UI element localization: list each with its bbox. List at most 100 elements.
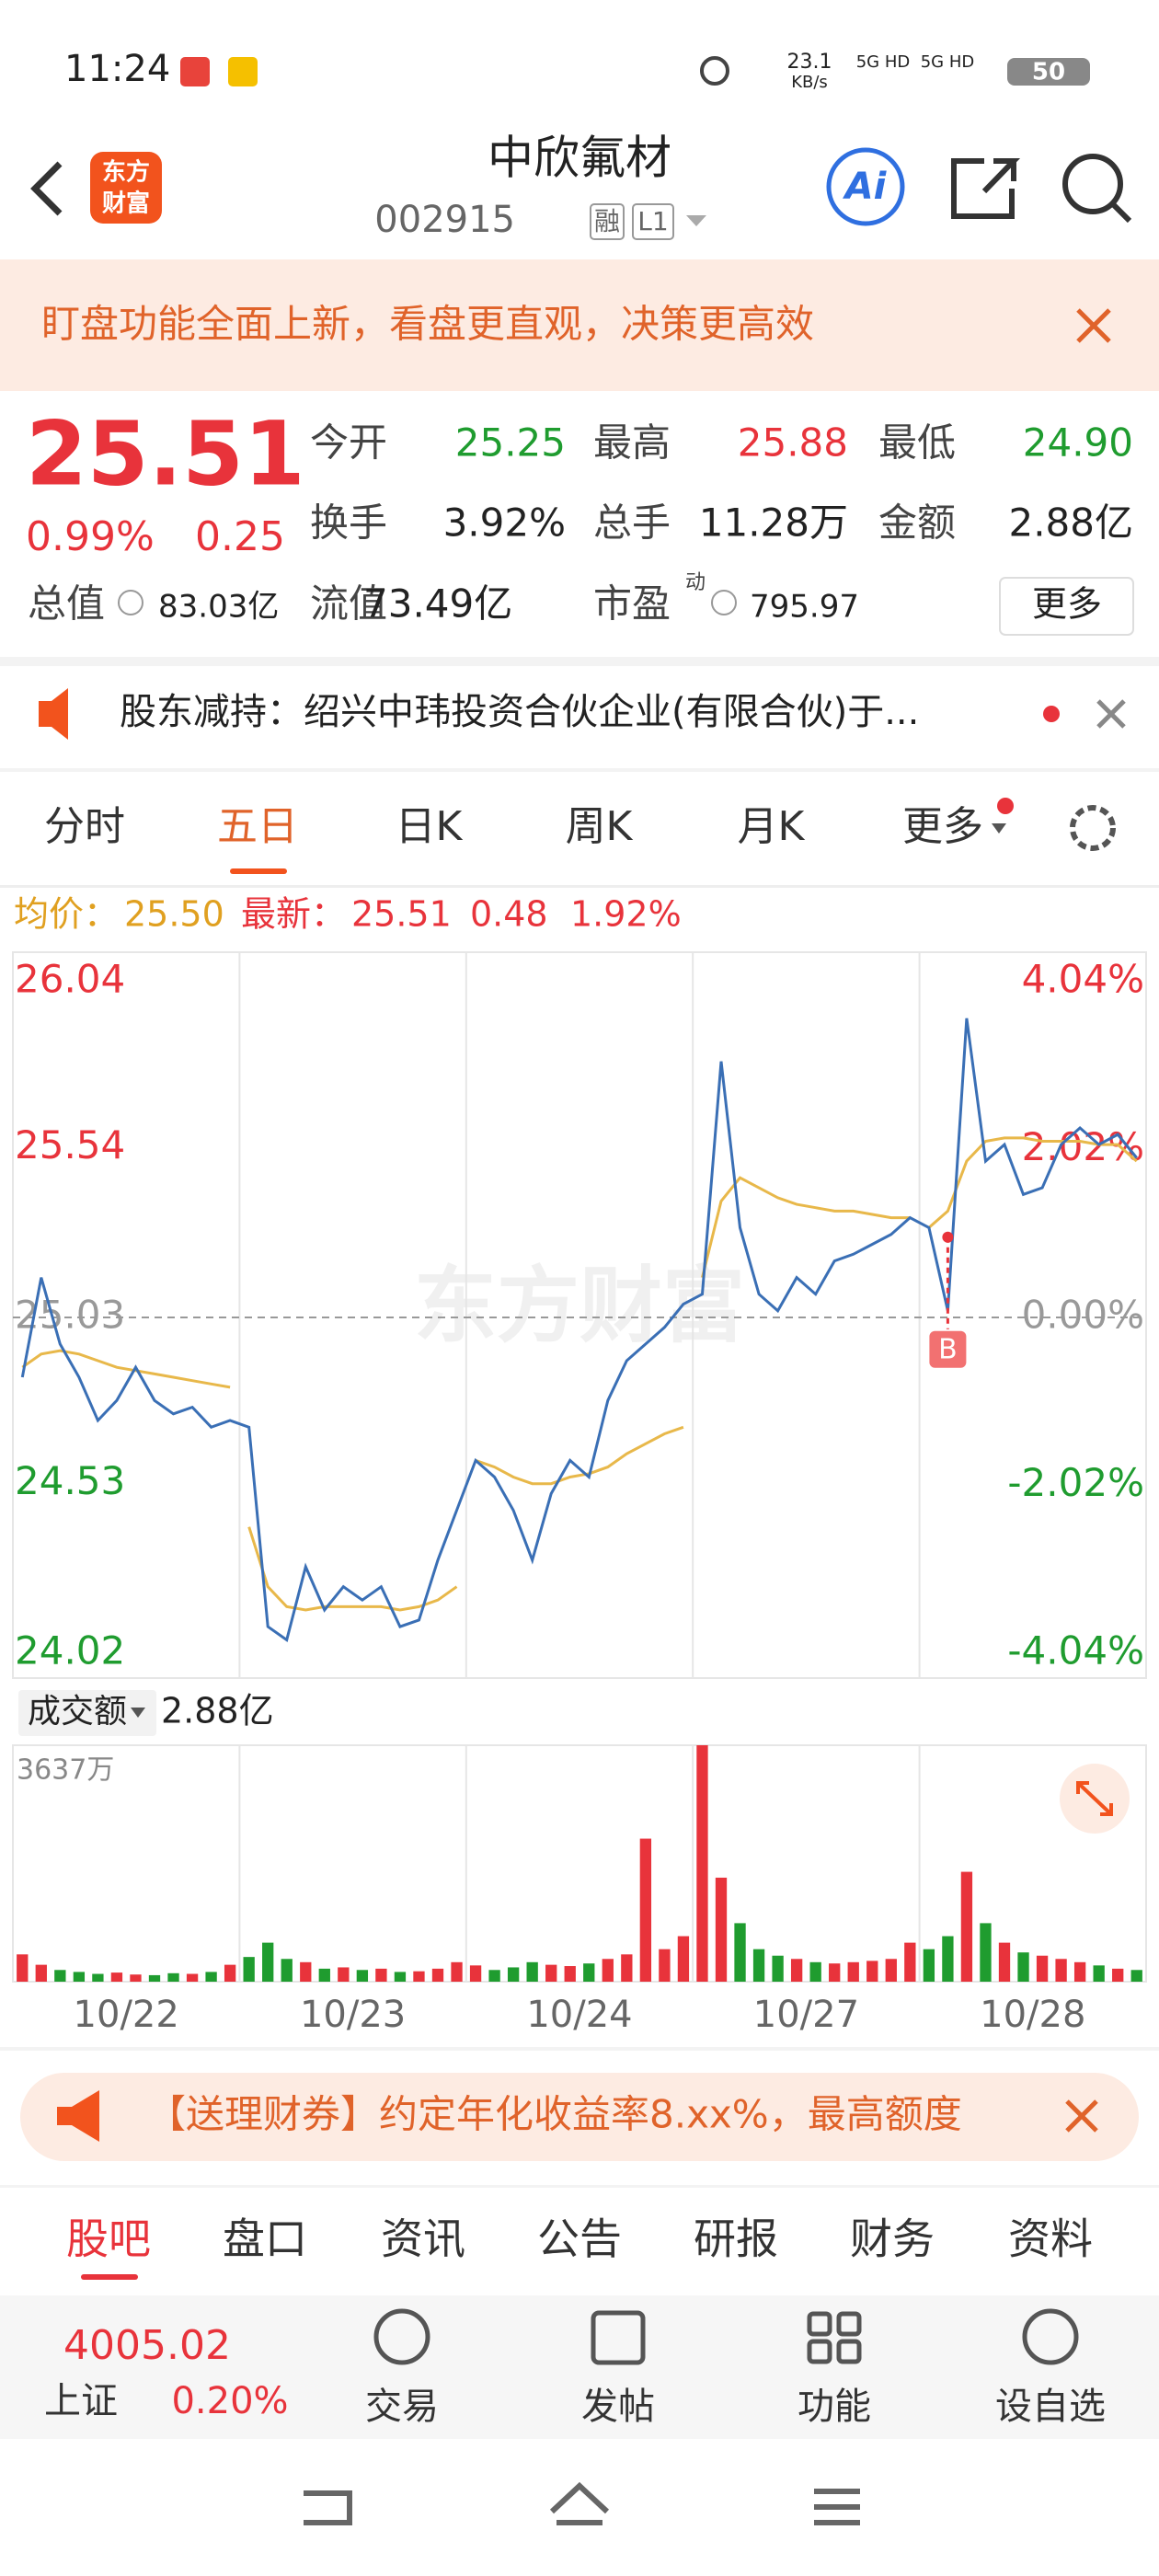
volume-bar	[130, 1974, 142, 1982]
field-value: 795.97	[750, 589, 859, 626]
divider	[0, 885, 1159, 888]
field-value: 11.28万	[699, 500, 848, 546]
volume-bar	[73, 1972, 86, 1982]
volume-bar	[243, 1957, 255, 1982]
section-tab[interactable]: 股吧	[66, 2214, 151, 2264]
volume-selector[interactable]	[18, 1690, 156, 1736]
tab[interactable]: 周K	[566, 803, 634, 850]
index-pct: 0.20%	[171, 2380, 288, 2422]
volume-bar	[1055, 1959, 1067, 1982]
notice-text[interactable]: 股东减持：绍兴中玮投资合伙企业(有限合伙)于...	[120, 691, 919, 733]
volume-total: 2.88亿	[161, 1691, 274, 1731]
tab[interactable]: 月K	[738, 803, 806, 850]
more-button[interactable]	[999, 577, 1134, 636]
volume-bar	[1112, 1968, 1124, 1982]
battery-icon	[1007, 58, 1090, 86]
volume-bar	[469, 1965, 482, 1982]
megaphone-icon	[57, 2090, 99, 2142]
section-tab[interactable]: 公告	[537, 2214, 622, 2264]
section-tab[interactable]: 盘口	[223, 2214, 307, 2264]
volume-bar	[866, 1961, 878, 1982]
badge	[590, 203, 625, 240]
logo-text: 东方	[102, 158, 150, 187]
back-button[interactable]	[30, 161, 63, 216]
badge-text: 融	[594, 206, 620, 236]
section-tab[interactable]: 财务	[850, 2214, 935, 2264]
section-tab[interactable]: 研报	[694, 2214, 778, 2264]
y2-tick-label: 0.00%	[1022, 1293, 1144, 1338]
stock-name: 中欣氟材	[488, 132, 671, 185]
watermark: 东方财富	[414, 1258, 745, 1354]
y-tick-label: 26.04	[15, 957, 125, 1002]
toolbar-item[interactable]: 交易	[365, 2386, 439, 2428]
nav-bar[interactable]	[304, 2481, 860, 2525]
legend-value: 1.92%	[570, 894, 682, 935]
volume-bar	[677, 1936, 690, 1982]
ai-text: Ai	[843, 166, 888, 208]
last-price: 25.51	[26, 402, 305, 505]
volume-bar	[998, 1942, 1011, 1982]
toolbar-item[interactable]: 功能	[798, 2386, 871, 2428]
volume-bar	[829, 1963, 841, 1982]
search-button[interactable]	[1062, 154, 1132, 224]
divider	[0, 657, 1159, 666]
ai-button[interactable]	[826, 147, 905, 226]
tab[interactable]: 更多	[902, 803, 983, 850]
share-button[interactable]	[951, 158, 1021, 219]
volume-bar	[545, 1964, 557, 1982]
y2-tick-label: 4.04%	[1022, 957, 1144, 1002]
price-line	[20, 1018, 1138, 1642]
field-value: 2.88亿	[1008, 500, 1133, 546]
settings-button[interactable]	[1070, 805, 1116, 851]
net-speed-unit: KB/s	[791, 73, 828, 92]
field-label: 今开	[310, 420, 387, 466]
volume-bar	[451, 1961, 463, 1982]
volume-bar	[300, 1961, 312, 1982]
volume-bar	[715, 1877, 728, 1982]
ad-banner[interactable]	[20, 2073, 1139, 2161]
field-value: 25.25	[455, 420, 566, 466]
volume-bar	[92, 1973, 104, 1982]
volume-bar	[960, 1871, 973, 1982]
volume-bar	[980, 1923, 992, 1982]
volume-bar	[488, 1970, 500, 1982]
tab[interactable]: 五日	[217, 803, 298, 850]
badge	[632, 203, 674, 240]
divider	[0, 2047, 1159, 2051]
section-tab[interactable]: 资讯	[381, 2214, 465, 2264]
y-tick-label: 24.02	[15, 1628, 125, 1673]
y-tick-label: 24.53	[15, 1458, 125, 1503]
y2-tick-label: -2.02%	[1007, 1460, 1144, 1505]
info-icon	[711, 590, 737, 615]
field-label: 最低	[878, 420, 956, 466]
volume-bar	[507, 1967, 520, 1982]
volume-bar	[110, 1972, 123, 1982]
legend-value: 25.50	[124, 894, 224, 935]
volume-bar	[224, 1964, 236, 1982]
tab[interactable]: 日K	[396, 803, 464, 850]
field-sup: 动	[685, 571, 706, 594]
signal: 5G HD	[921, 52, 975, 72]
toolbar-item[interactable]: 设自选	[995, 2386, 1106, 2428]
volume-bar	[205, 1972, 217, 1982]
toolbar-icons	[373, 2308, 1079, 2365]
tab[interactable]: 分时	[44, 803, 125, 850]
volume-bar	[262, 1942, 274, 1982]
volume-bar	[659, 1949, 671, 1982]
section-tab[interactable]: 资料	[1008, 2214, 1093, 2264]
close-button[interactable]	[1076, 308, 1111, 343]
volume-bar	[752, 1949, 765, 1982]
toolbar-item[interactable]: 发帖	[581, 2386, 655, 2428]
toolbar-bg	[0, 2295, 1159, 2439]
more-text[interactable]: 更多	[1032, 584, 1102, 625]
divider	[0, 2185, 1159, 2188]
close-button[interactable]	[1065, 2099, 1098, 2133]
x-tick-label: 10/23	[300, 1994, 406, 2036]
volume-bar	[639, 1838, 652, 1982]
volume-bar	[318, 1968, 330, 1982]
close-button[interactable]	[1096, 699, 1126, 729]
trade-marker	[929, 1330, 967, 1368]
field-value: 25.88	[738, 420, 848, 466]
volume-bar	[281, 1959, 293, 1982]
tab-underline	[230, 868, 287, 874]
